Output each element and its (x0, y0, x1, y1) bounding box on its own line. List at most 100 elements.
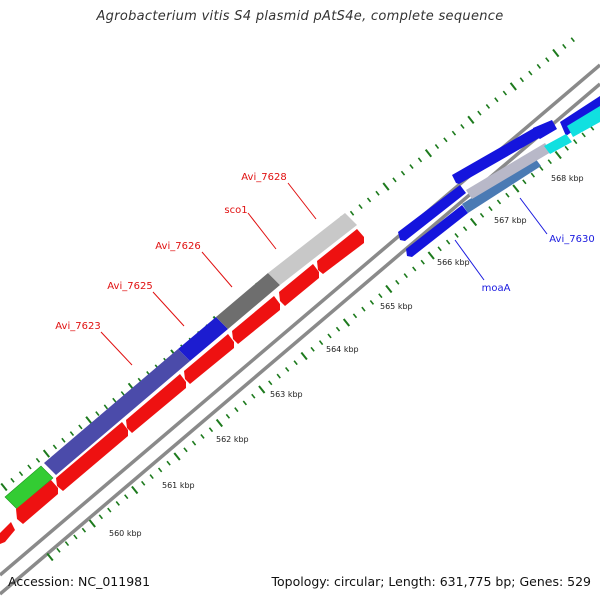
minor-tick (293, 360, 298, 366)
minor-tick (242, 400, 248, 406)
minor-tick (310, 346, 315, 352)
major-tick (131, 485, 139, 495)
minor-tick (528, 70, 533, 76)
major-tick (512, 184, 520, 193)
minor-tick (573, 139, 578, 145)
forward-gene-arrow (533, 120, 557, 139)
minor-tick (141, 480, 146, 486)
minor-tick (115, 500, 120, 506)
minor-tick (375, 190, 380, 196)
kbp-scale-labels: 560 kbp 561 kbp 562 kbp 563 kbp 564 kbp 565 k… (109, 174, 584, 538)
tick-ring-inner (46, 125, 595, 562)
minor-tick (437, 246, 442, 252)
shading-green-feature (4, 465, 54, 510)
major-tick (554, 150, 562, 160)
backbone-line-inner (0, 82, 600, 596)
minor-tick (251, 393, 256, 399)
minor-tick (547, 159, 552, 165)
minor-tick (412, 266, 417, 272)
minor-tick (52, 444, 58, 450)
reverse-gene-arrow (16, 480, 58, 524)
minor-tick (18, 471, 24, 477)
leader-line-avi-7623 (100, 331, 133, 366)
major-tick (42, 449, 51, 458)
major-tick (382, 182, 390, 191)
minor-tick (56, 547, 61, 553)
minor-tick (460, 124, 465, 129)
minor-tick (494, 97, 499, 103)
kbp-tick-label: 560 kbp (109, 529, 142, 538)
major-tick (509, 82, 517, 91)
forward-gene-arrow (452, 128, 541, 184)
shading-purple-feature (44, 349, 190, 475)
minor-tick (403, 273, 408, 279)
minor-tick (392, 177, 397, 183)
minor-tick (149, 474, 154, 480)
minor-tick (208, 427, 214, 433)
minor-tick (335, 326, 341, 332)
minor-tick (564, 145, 569, 151)
minor-tick (477, 110, 482, 116)
gene-label: Avi_7628 (241, 172, 286, 183)
minor-tick (183, 447, 188, 453)
leader-line-avi-7628 (287, 182, 317, 220)
reverse-gene-arrow (279, 264, 319, 306)
leader-line-sco1 (247, 212, 277, 250)
kbp-tick-label: 567 kbp (494, 216, 527, 225)
minor-tick (276, 373, 281, 379)
minor-tick (395, 279, 400, 285)
kbp-tick-label: 563 kbp (270, 390, 303, 399)
cyan-feature (544, 134, 572, 154)
major-tick (300, 351, 308, 361)
reverse-gene-arrow (56, 422, 128, 491)
minor-tick (124, 494, 129, 500)
minor-tick (166, 460, 171, 466)
gene-label: Avi_7625 (107, 281, 152, 292)
minor-tick (479, 212, 485, 218)
reverse-gene-arrow (184, 334, 234, 384)
minor-tick (107, 507, 112, 513)
major-tick (46, 552, 54, 562)
minor-tick (443, 137, 448, 143)
minor-tick (268, 380, 273, 386)
major-tick (258, 385, 266, 394)
gene-label: sco1 (224, 205, 247, 216)
minor-tick (81, 527, 87, 533)
minor-tick (581, 132, 586, 138)
minor-tick (361, 306, 366, 312)
minor-tick (35, 457, 41, 463)
major-tick (85, 416, 93, 425)
reverse-gene-arrow (232, 296, 280, 344)
minor-tick (352, 313, 358, 319)
kbp-tick-label: 566 kbp (437, 258, 470, 267)
kbp-tick-label: 561 kbp (162, 481, 195, 490)
minor-tick (454, 232, 459, 238)
minor-tick (545, 57, 550, 63)
shading-darkgray-feature (216, 273, 280, 329)
gene-label: Avi_7626 (155, 241, 200, 252)
gene-label: Avi_7630 (549, 234, 594, 245)
minor-tick (234, 407, 239, 413)
forward-gene-arrow-shaded (466, 143, 551, 199)
gene-callout-lines (100, 182, 548, 366)
minor-tick (61, 437, 66, 443)
kbp-tick-label: 564 kbp (326, 345, 359, 354)
minor-tick (522, 179, 527, 185)
shading-blue-feature (178, 317, 228, 361)
minor-tick (120, 391, 126, 396)
minor-tick (451, 130, 457, 136)
map-title: Agrobacterium vitis S4 plasmid pAtS4e, c… (96, 9, 504, 24)
minor-tick (191, 440, 197, 446)
minor-tick (505, 192, 510, 198)
forward-gene-arrow-shaded (462, 158, 541, 213)
minor-tick (27, 464, 32, 470)
minor-tick (417, 157, 423, 163)
minor-tick (562, 43, 567, 49)
forward-gene-arrow (406, 205, 468, 257)
minor-tick (200, 433, 205, 439)
minor-tick (98, 514, 104, 520)
minor-tick (285, 366, 290, 372)
minor-tick (69, 431, 75, 437)
